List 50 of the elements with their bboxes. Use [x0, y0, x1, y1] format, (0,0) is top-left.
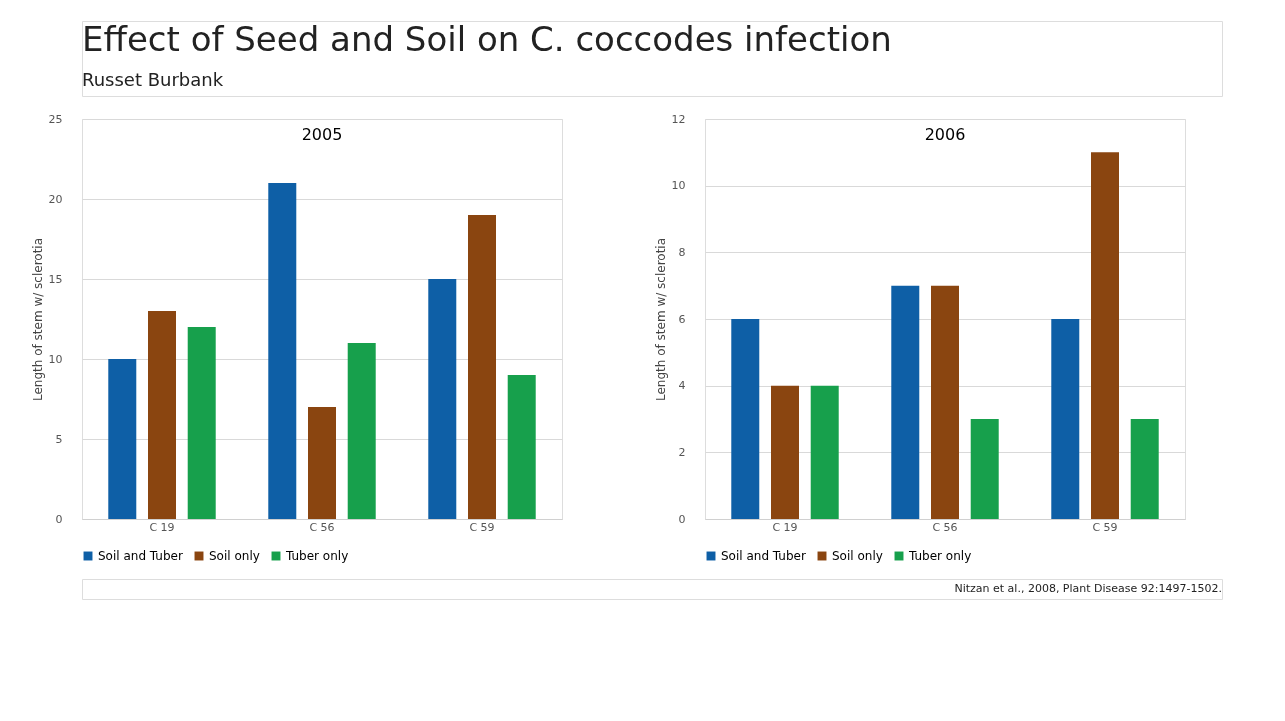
- y-tick-label: 15: [48, 272, 63, 286]
- y-axis-title: Length of stem w/ sclerotia: [30, 237, 45, 402]
- bar: [1051, 319, 1080, 519]
- y-tick-label: 10: [671, 179, 686, 193]
- y-tick-label: 12: [671, 112, 686, 126]
- bar: [931, 285, 959, 519]
- legend-label: Tuber only: [285, 549, 349, 563]
- y-tick-label: 25: [48, 112, 63, 126]
- text: Effect of Seed and Soil on C. coccodes infection: [82, 19, 892, 59]
- bar: [428, 279, 457, 519]
- bar: [1130, 419, 1159, 519]
- y-axis-title: Length of stem w/ sclerotia: [653, 237, 668, 402]
- y-tick-label: 20: [48, 192, 63, 206]
- chart-title: 2006: [924, 125, 966, 144]
- legend-label: Soil only: [209, 549, 260, 563]
- y-tick-label: 10: [48, 352, 63, 366]
- bar: [771, 385, 799, 519]
- legend-label: Soil and Tuber: [98, 549, 183, 563]
- legend-label: Soil and Tuber: [721, 549, 806, 563]
- x-tick-label: C 56: [309, 520, 335, 534]
- bar: [308, 407, 336, 519]
- bar: [891, 285, 920, 519]
- bar: [1091, 152, 1119, 519]
- legend-label: Tuber only: [908, 549, 972, 563]
- bar: [468, 215, 496, 519]
- y-tick-label: 0: [55, 512, 63, 526]
- bar: [108, 359, 137, 519]
- x-tick-label: C 59: [469, 520, 495, 534]
- y-tick-label: 8: [678, 245, 686, 259]
- bar: [268, 183, 297, 519]
- chart-title: 2005: [301, 125, 343, 144]
- y-tick-label: 5: [55, 432, 63, 446]
- y-tick-label: 4: [678, 379, 686, 393]
- bar: [187, 327, 216, 519]
- bar: [810, 385, 839, 519]
- text: Nitzan et al., 2008, Plant Disease 92:1497-1502.: [954, 582, 1222, 595]
- bar: [731, 319, 760, 519]
- y-tick-label: 0: [678, 512, 686, 526]
- x-tick-label: C 19: [772, 520, 798, 534]
- text: Russet Burbank: [82, 69, 224, 90]
- bar: [507, 375, 536, 519]
- x-tick-label: C 56: [932, 520, 958, 534]
- x-tick-label: C 59: [1092, 520, 1118, 534]
- y-tick-label: 2: [678, 445, 686, 459]
- bar: [347, 343, 376, 519]
- x-tick-label: C 19: [149, 520, 175, 534]
- y-tick-label: 6: [678, 312, 686, 326]
- bar: [148, 311, 176, 519]
- bar: [970, 419, 999, 519]
- legend-label: Soil only: [832, 549, 883, 563]
